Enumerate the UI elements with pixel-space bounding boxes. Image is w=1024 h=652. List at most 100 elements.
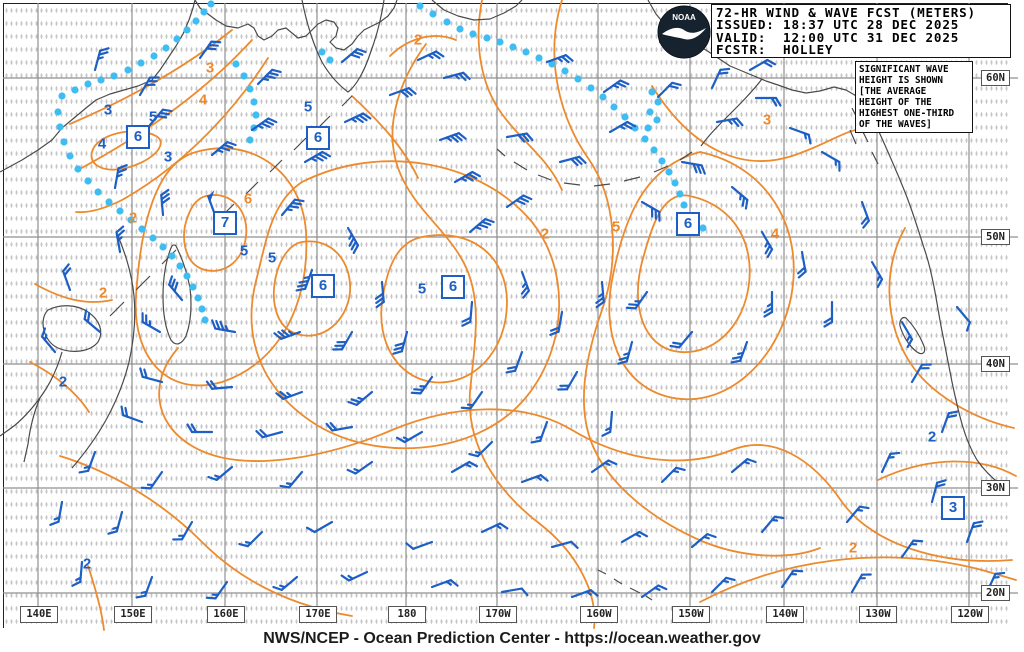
contour-label: 3 <box>103 101 113 119</box>
wind-barb <box>374 280 385 309</box>
ice-edge-dot <box>250 98 258 106</box>
note-line: OF THE WAVES] <box>859 119 932 130</box>
wind-barb <box>480 522 509 534</box>
wind-barb <box>880 451 901 474</box>
wave-max-box: 3 <box>941 496 965 520</box>
ice-edge-dot <box>198 305 206 313</box>
ice-edge-dot <box>74 165 82 173</box>
wind-barb <box>625 290 649 310</box>
coastline <box>71 235 136 469</box>
wind-barb <box>332 330 354 351</box>
ice-edge-dot <box>97 76 105 84</box>
ice-edge-dot <box>240 72 248 80</box>
ice-edge-dot <box>646 108 654 116</box>
ice-edge-dot <box>548 60 556 68</box>
wind-barb <box>955 305 971 332</box>
ice-edge-dot <box>658 157 666 165</box>
footer-caption: NWS/NCEP - Ocean Prediction Center - htt… <box>263 630 761 647</box>
wind-barb <box>395 430 424 444</box>
ice-edge-dot <box>232 60 240 68</box>
wind-barb <box>660 466 686 484</box>
contour-label: 2 <box>58 373 68 391</box>
wave-max-box: 7 <box>213 211 237 235</box>
wave-contour <box>273 240 351 337</box>
wave-contour <box>34 283 113 303</box>
wind-barb <box>62 263 72 292</box>
wave-contour <box>250 160 561 450</box>
longitude-label-170e: 170E <box>299 606 337 623</box>
ice-edge-dot <box>60 138 68 146</box>
contour-label: 2 <box>98 284 108 302</box>
wind-barb <box>545 54 574 64</box>
wind-barb <box>141 312 162 334</box>
wind-barb <box>763 290 774 318</box>
wind-barb <box>135 575 154 599</box>
wind-barb <box>530 420 549 444</box>
wind-barb <box>160 188 171 217</box>
contour-label: 5 <box>148 108 158 126</box>
ice-edge-dot <box>610 103 618 111</box>
contour-label: 2 <box>82 555 92 573</box>
ice-edge-dot <box>522 48 530 56</box>
ice-edge <box>54 0 707 324</box>
wind-barb <box>275 390 304 400</box>
wind-barb <box>93 47 110 72</box>
contour-label: 3 <box>762 111 772 129</box>
wind-barb <box>430 579 459 589</box>
ice-edge-dot <box>416 2 424 10</box>
coastline <box>700 78 763 147</box>
contour-label: 6 <box>243 190 253 208</box>
wind-barb <box>49 500 64 526</box>
wind-barb <box>295 268 314 292</box>
latitude-label-30n: 30N <box>981 480 1010 496</box>
wind-barb <box>820 150 841 172</box>
wind-barb <box>760 230 774 259</box>
coastline <box>597 569 653 601</box>
wind-barb <box>754 96 782 107</box>
ice-edge-dot <box>252 111 260 119</box>
wind-barb <box>238 530 264 548</box>
wave-max-box: 6 <box>311 274 335 298</box>
ice-edge-dot <box>137 59 145 67</box>
note-line: SIGNIFICANT WAVE <box>859 64 949 75</box>
coastline <box>42 305 102 352</box>
wind-barb <box>78 450 97 474</box>
wind-barb <box>550 540 579 550</box>
ice-edge-dot <box>574 75 582 83</box>
wind-barb <box>340 48 367 64</box>
wind-barb <box>557 370 579 391</box>
wind-barb <box>468 440 494 458</box>
wave-contour <box>75 57 269 214</box>
wind-barb <box>71 560 84 587</box>
wind-barb <box>410 375 434 395</box>
wave-contour <box>477 0 563 191</box>
ice-edge-dot <box>246 136 254 144</box>
longitude-label-160e: 160E <box>207 606 245 623</box>
wave-contour <box>59 455 353 617</box>
wind-barb <box>601 410 614 437</box>
wind-barb <box>392 330 409 355</box>
wind-barb <box>343 112 372 124</box>
wind-barb <box>850 573 872 594</box>
ice-edge-dot <box>207 0 215 8</box>
ice-edge-dot <box>429 10 437 18</box>
ice-edge-dot <box>535 54 543 62</box>
wind-barb <box>760 515 785 534</box>
longitude-label-180: 180 <box>388 606 426 623</box>
wave-max-box: 6 <box>676 212 700 236</box>
ice-edge-dot <box>621 113 629 121</box>
coastline <box>0 351 63 437</box>
valid-line: VALID: 12:00 UTC 31 DEC 2025 <box>716 29 960 45</box>
ice-edge-dot <box>443 18 451 26</box>
noaa-logo: NOAA <box>656 4 712 60</box>
coastline <box>496 148 693 187</box>
contour-label: 5 <box>239 242 249 260</box>
wave-max-box: 6 <box>306 126 330 150</box>
wind-barb <box>570 589 599 599</box>
wind-barb <box>450 460 479 474</box>
wind-barb <box>797 250 807 279</box>
wind-barb <box>346 460 374 475</box>
wind-barb <box>640 200 661 222</box>
wind-barb <box>416 50 445 62</box>
wind-barb <box>388 87 417 98</box>
